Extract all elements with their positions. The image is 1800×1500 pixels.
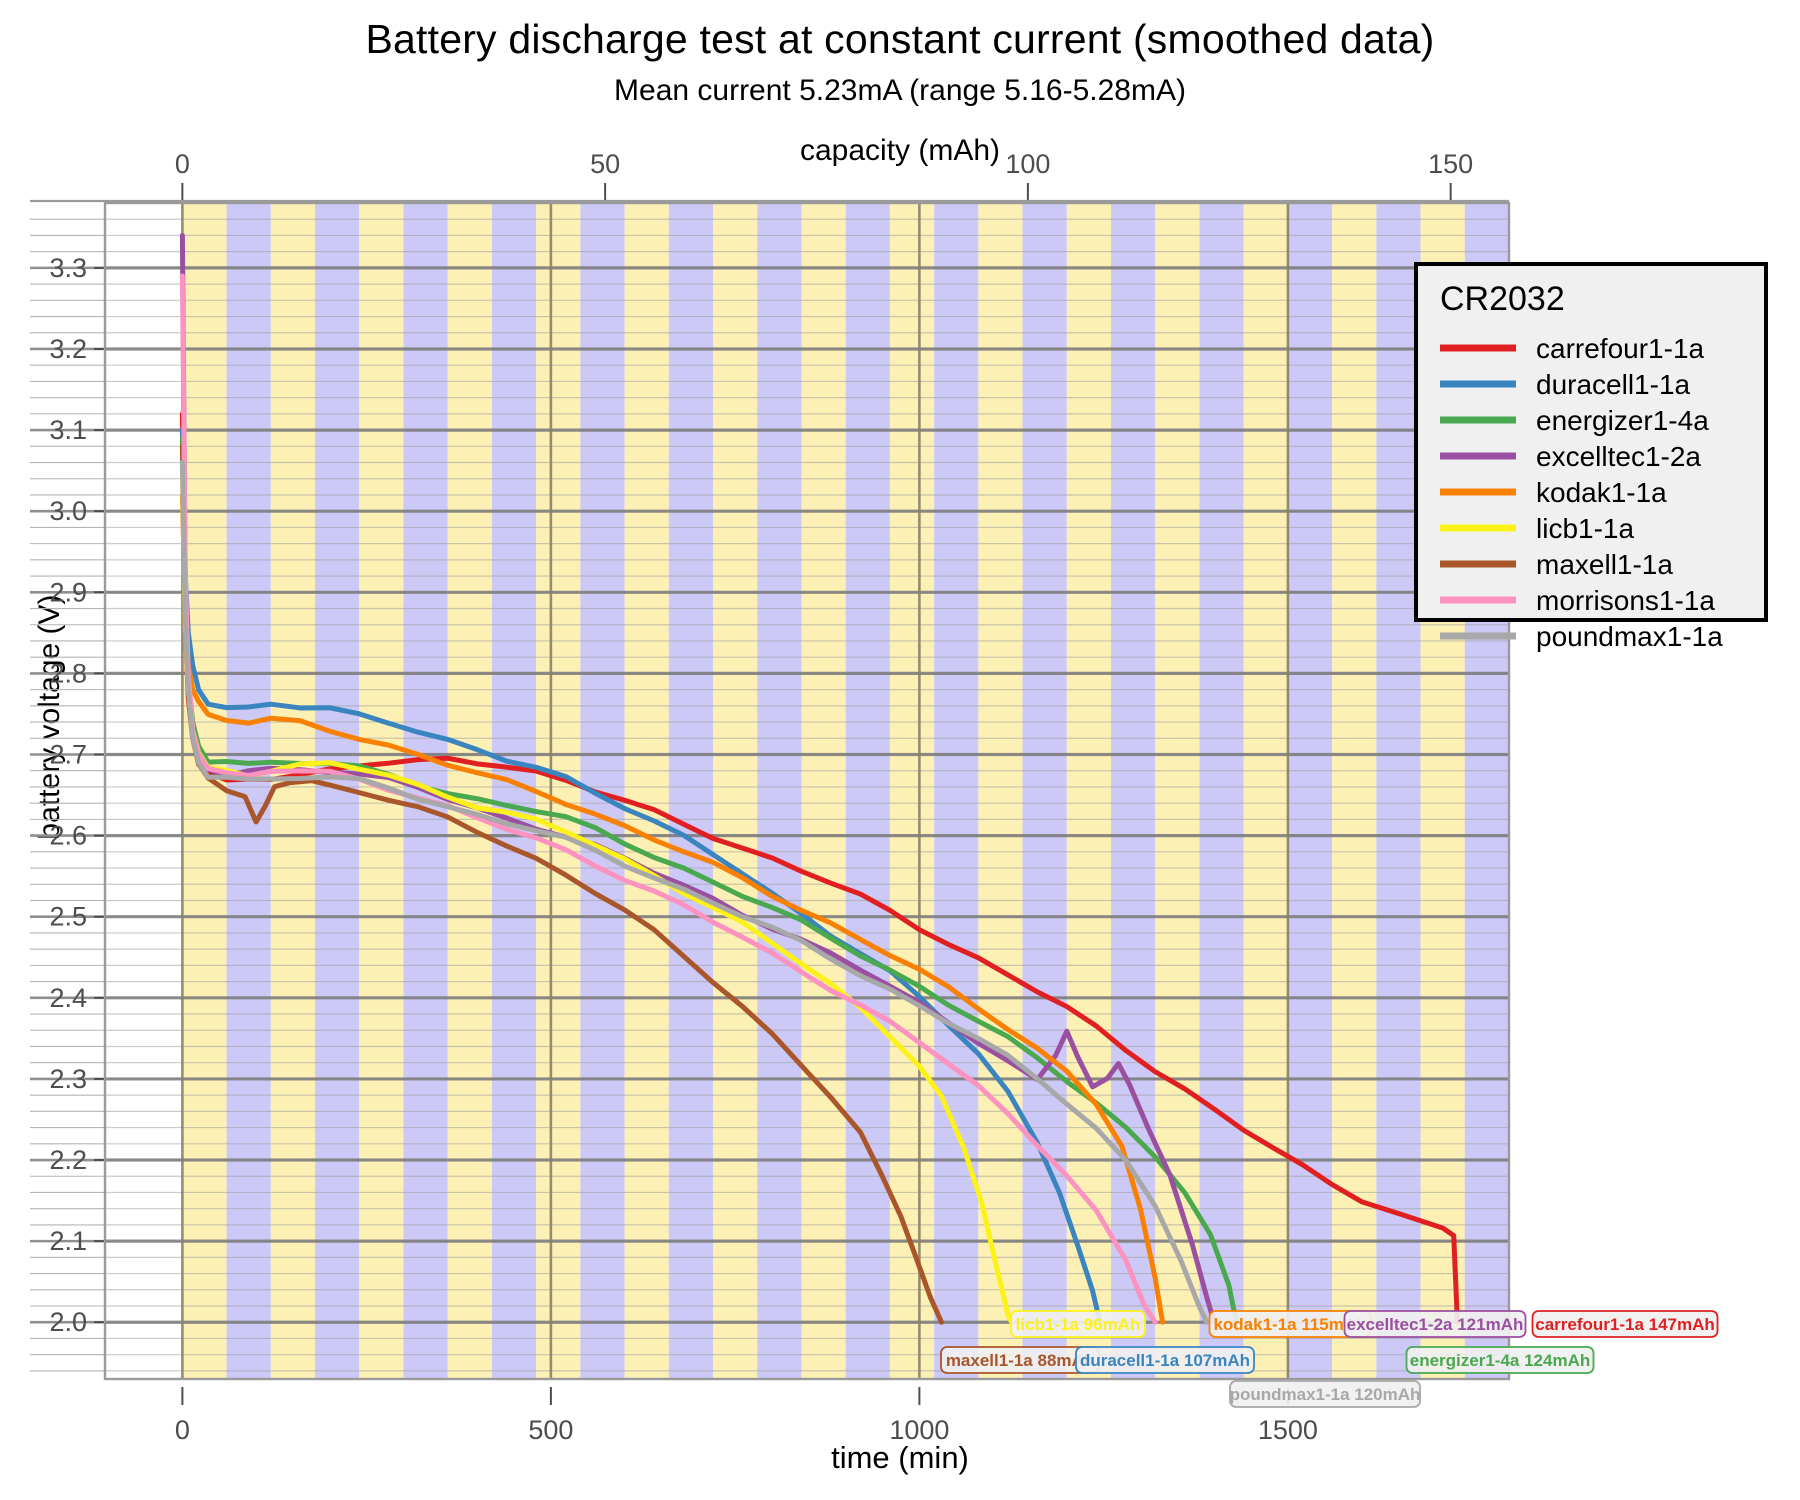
x-tick-label: 0	[175, 1415, 190, 1445]
annotation-label: poundmax1-1a 120mAh	[1230, 1385, 1421, 1404]
band	[182, 203, 227, 1379]
legend-label-poundmax1-1a: poundmax1-1a	[1536, 621, 1723, 652]
x-axis-ticks: 0 500 1000 1500	[175, 1387, 1318, 1445]
band	[713, 203, 758, 1379]
band	[624, 203, 669, 1379]
annotation-label: kodak1-1a 115mAh	[1213, 1315, 1366, 1334]
series-line-poundmax1-1a	[179, 460, 1210, 1325]
band	[668, 203, 714, 1379]
legend-label-excelltec1-2a: excelltec1-2a	[1536, 441, 1701, 472]
y-tick-label: 3.1	[49, 415, 87, 445]
legend-label-licb1-1a: licb1-1a	[1536, 513, 1634, 544]
y-tick-label: 3.0	[49, 496, 87, 526]
top-tick-label: 150	[1428, 149, 1473, 179]
day-night-bands	[182, 203, 1509, 1379]
top-axis-title: capacity (mAh)	[799, 134, 1001, 167]
top-axis-ticks: 0 50 100 150	[30, 149, 1509, 203]
band	[889, 203, 935, 1379]
x-tick-label: 1000	[889, 1415, 949, 1445]
page-subtitle: Mean current 5.23mA (range 5.16-5.28mA)	[614, 74, 1186, 107]
annotation-pill	[1075, 1346, 1255, 1374]
band	[1022, 203, 1067, 1379]
y-tick-label: 2.9	[49, 577, 87, 607]
capacity-annotations: licb1-1a 96mAh maxell1-1a 88mAhduracell1-…	[940, 1310, 1719, 1408]
series-line-duracell1-1a	[179, 427, 1103, 1325]
annotation-pill	[1531, 1310, 1719, 1338]
band	[978, 203, 1023, 1379]
x-tick-label: 500	[528, 1415, 573, 1445]
annotation-label: excelltec1-2a 121mAh	[1347, 1315, 1524, 1334]
top-tick-label: 100	[1005, 149, 1050, 179]
y-tick-label: 2.4	[49, 983, 87, 1013]
series-line-maxell1-1a	[179, 443, 944, 1325]
top-tick-label: 50	[590, 149, 620, 179]
band	[1287, 203, 1333, 1379]
band	[536, 203, 581, 1379]
axis-minor-ladder	[30, 218, 105, 1372]
major-gridlines	[105, 203, 1509, 1379]
band	[447, 203, 492, 1379]
band	[934, 203, 979, 1379]
y-tick-label: 2.0	[49, 1307, 87, 1337]
legend-title: CR2032	[1440, 280, 1565, 318]
band	[757, 203, 802, 1379]
y-tick-label: 2.2	[49, 1145, 87, 1175]
legend-label-carrefour1-1a: carrefour1-1a	[1536, 333, 1705, 364]
band	[801, 203, 846, 1379]
band	[270, 203, 316, 1379]
annotation-pill	[1343, 1310, 1527, 1338]
band	[1376, 203, 1421, 1379]
page-title: Battery discharge test at constant curre…	[365, 16, 1435, 62]
y-tick-label: 2.1	[49, 1226, 87, 1256]
legend-label-morrisons1-1a: morrisons1-1a	[1536, 585, 1715, 616]
x-tick-label: 1500	[1258, 1415, 1318, 1445]
x-axis-label: time (min)	[831, 1440, 969, 1475]
band	[845, 203, 890, 1379]
band	[1243, 203, 1288, 1379]
legend-label-energizer1-4a: energizer1-4a	[1536, 405, 1709, 436]
series-group	[179, 232, 1460, 1325]
annotation-label: carrefour1-1a 147mAh	[1535, 1315, 1715, 1334]
y-tick-label: 2.8	[49, 658, 87, 688]
y-tick-label: 2.7	[49, 740, 87, 770]
annotation-pill	[1010, 1310, 1146, 1338]
y-tick-label: 2.3	[49, 1064, 87, 1094]
legend: CR2032 carrefour1-1a duracell1-1a energizer…	[1414, 262, 1768, 652]
annotation-label: duracell1-1a 107mAh	[1080, 1351, 1250, 1370]
y-tick-label: 3.2	[49, 334, 87, 364]
annotation-pill	[1229, 1380, 1421, 1408]
legend-label-maxell1-1a: maxell1-1a	[1536, 549, 1673, 580]
annotation-label: licb1-1a 96mAh	[1016, 1315, 1141, 1334]
band	[1332, 203, 1377, 1379]
series-line-excelltec1-2a	[179, 232, 1217, 1325]
top-tick-label: 0	[175, 149, 190, 179]
band	[1199, 203, 1244, 1379]
annotation-label: energizer1-4a 124mAh	[1410, 1351, 1590, 1370]
annotation-pill	[1405, 1346, 1595, 1374]
legend-label-duracell1-1a: duracell1-1a	[1536, 369, 1691, 400]
y-tick-label: 3.3	[49, 253, 87, 283]
series-line-energizer1-4a	[179, 435, 1239, 1325]
y-tick-label: 2.6	[49, 821, 87, 851]
legend-label-kodak1-1a: kodak1-1a	[1536, 477, 1667, 508]
band	[1111, 203, 1156, 1379]
y-tick-label: 2.5	[49, 902, 87, 932]
series-line-morrisons1-1a	[179, 273, 1158, 1325]
annotation-label: maxell1-1a 88mAh	[946, 1351, 1094, 1370]
series-line-kodak1-1a	[179, 492, 1166, 1325]
plot-border	[103, 201, 1511, 1381]
y-axis-ticks: 2.0 2.1 2.2 2.3 2.4 2.5 2.6 2.7 2.8 2.9 3.0 3.1 3.2 3…	[49, 253, 105, 1337]
